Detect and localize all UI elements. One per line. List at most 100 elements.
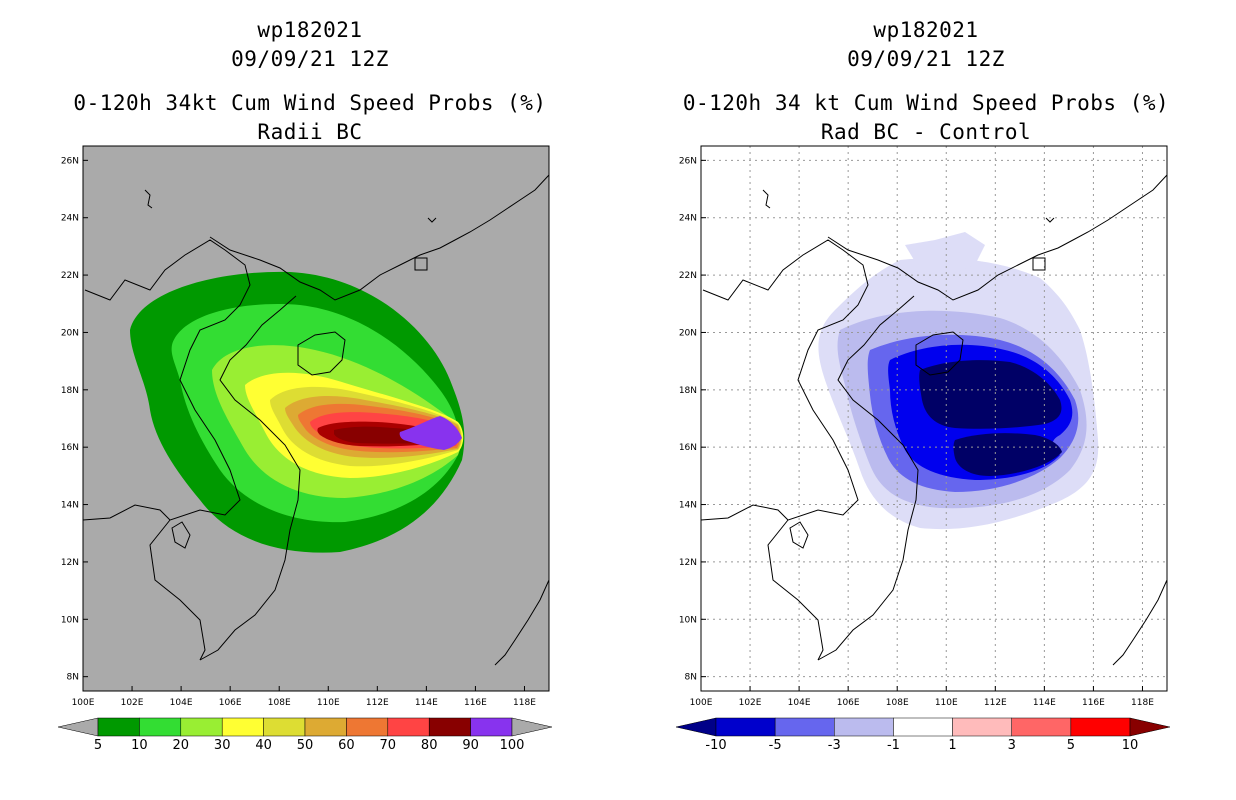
inland-border [84, 239, 251, 661]
left-title-date: 09/09/21 12Z [231, 47, 389, 71]
colorbar-label: 5 [94, 738, 102, 753]
lon-tick-label: 104E [170, 698, 193, 708]
colorbar-swatch [346, 717, 389, 737]
hong-kong-box [1032, 257, 1046, 271]
small-island-2 [1045, 217, 1055, 223]
colorbar-label: -3 [828, 738, 841, 753]
right-gridlines [701, 146, 1167, 691]
lat-tick-label: 22N [61, 271, 79, 281]
lat-tick-label: 8N [685, 673, 697, 683]
right-title-date: 09/09/21 12Z [847, 47, 1005, 71]
colorbar-label: 100 [500, 738, 525, 753]
lat-tick-label: 18N [61, 386, 79, 396]
colorbar-swatch [952, 717, 1012, 737]
right-axes: 100E 102E 104E 106E 108E 110E 112E 114E 116E 118E… [679, 156, 1154, 708]
border-2 [701, 504, 789, 521]
contour-100 [399, 416, 462, 450]
left-title-product: 0-120h 34kt Cum Wind Speed Probs (%) [73, 91, 547, 115]
colorbar-swatch [715, 717, 776, 737]
lat-tick-label: 12N [679, 558, 697, 568]
colorbar-label: 3 [1008, 738, 1016, 753]
colorbar-label: 50 [297, 738, 314, 753]
small-island-2 [427, 217, 437, 223]
colorbar-label: 90 [462, 738, 479, 753]
contour-minus-1b [905, 232, 985, 275]
lat-tick-label: 24N [61, 214, 79, 224]
colorbar-arrow-left [57, 717, 99, 737]
colorbar-label: 5 [1067, 738, 1075, 753]
lat-tick-label: 14N [61, 501, 79, 511]
colorbar-label: 80 [421, 738, 438, 753]
lon-tick-label: 100E [690, 698, 713, 708]
lon-tick-label: 114E [415, 698, 438, 708]
right-map-frame [700, 145, 1168, 692]
taiwan-coast [1112, 579, 1167, 666]
colorbar-swatch [470, 717, 513, 737]
right-title-product: 0-120h 34 kt Cum Wind Speed Probs (%) [682, 91, 1170, 115]
right-colorbar: -10 -5 -3 -1 1 3 5 10 [675, 717, 1171, 753]
lon-tick-label: 112E [366, 698, 389, 708]
colorbar-swatch [1011, 717, 1072, 737]
lon-tick-label: 110E [317, 698, 340, 708]
colorbar-swatch [139, 717, 182, 737]
colorbar-label: -5 [769, 738, 782, 753]
small-island-1 [762, 189, 771, 209]
lon-tick-label: 116E [464, 698, 487, 708]
right-colorbar-swatches: -10 -5 -3 -1 1 3 5 10 [675, 717, 1171, 753]
colorbar-label: 20 [173, 738, 190, 753]
colorbar-label: -1 [887, 738, 900, 753]
right-map: 100E 102E 104E 106E 108E 110E 112E 114E 116E 118E… [679, 145, 1168, 708]
colorbar-label: 30 [214, 738, 231, 753]
colorbar-label: 60 [338, 738, 355, 753]
cambodia-lake [171, 521, 191, 549]
lat-tick-label: 26N [61, 156, 79, 166]
inland-border [702, 239, 869, 661]
lat-tick-label: 24N [679, 214, 697, 224]
left-title-storm: wp182021 [257, 18, 363, 42]
lon-tick-label: 116E [1082, 698, 1105, 708]
colorbar-swatch [1070, 717, 1131, 737]
colorbar-swatch [774, 717, 835, 737]
colorbar-label: 70 [380, 738, 397, 753]
lon-tick-label: 118E [1131, 698, 1154, 708]
lon-tick-label: 114E [1033, 698, 1056, 708]
lon-tick-label: 106E [837, 698, 860, 708]
vietnam-coast [817, 295, 919, 661]
colorbar-swatch [428, 717, 471, 737]
left-map: 100E 102E 104E 106E 108E 110E 112E 114E 116E 118E… [61, 145, 550, 708]
lat-tick-label: 8N [67, 673, 79, 683]
china-coast [209, 174, 549, 301]
left-colorbar: 5 10 20 30 40 50 60 70 80 90 100 [57, 717, 553, 753]
lat-tick-label: 10N [679, 615, 697, 625]
small-island-1 [144, 189, 153, 209]
lat-tick-label: 14N [679, 501, 697, 511]
border-2 [83, 504, 171, 521]
lat-tick-label: 20N [679, 328, 697, 338]
lon-tick-label: 106E [219, 698, 242, 708]
colorbar-swatch [263, 717, 306, 737]
colorbar-swatch [304, 717, 347, 737]
lon-tick-label: 118E [513, 698, 536, 708]
lat-tick-label: 10N [61, 615, 79, 625]
lat-tick-label: 16N [61, 443, 79, 453]
lon-tick-label: 104E [788, 698, 811, 708]
right-difference-contours [818, 232, 1099, 530]
colorbar-swatch [180, 717, 223, 737]
lon-tick-label: 108E [886, 698, 909, 708]
left-coastlines [83, 174, 549, 666]
colorbar-arrow-right [511, 717, 553, 737]
lon-tick-label: 110E [935, 698, 958, 708]
colorbar-swatch [221, 717, 264, 737]
lat-tick-label: 12N [61, 558, 79, 568]
colorbar-swatch [834, 717, 894, 737]
left-axes: 100E 102E 104E 106E 108E 110E 112E 114E 116E 118E… [61, 156, 536, 708]
left-title-subtitle: Radii BC [257, 120, 363, 144]
colorbar-label: 40 [255, 738, 272, 753]
lat-tick-label: 26N [679, 156, 697, 166]
hainan-island [297, 331, 346, 376]
right-title-subtitle: Rad BC - Control [820, 120, 1032, 144]
colorbar-arrow-right [1129, 717, 1171, 737]
left-probability-contours [130, 271, 465, 553]
lat-tick-label: 22N [679, 271, 697, 281]
colorbar-swatch [387, 717, 430, 737]
